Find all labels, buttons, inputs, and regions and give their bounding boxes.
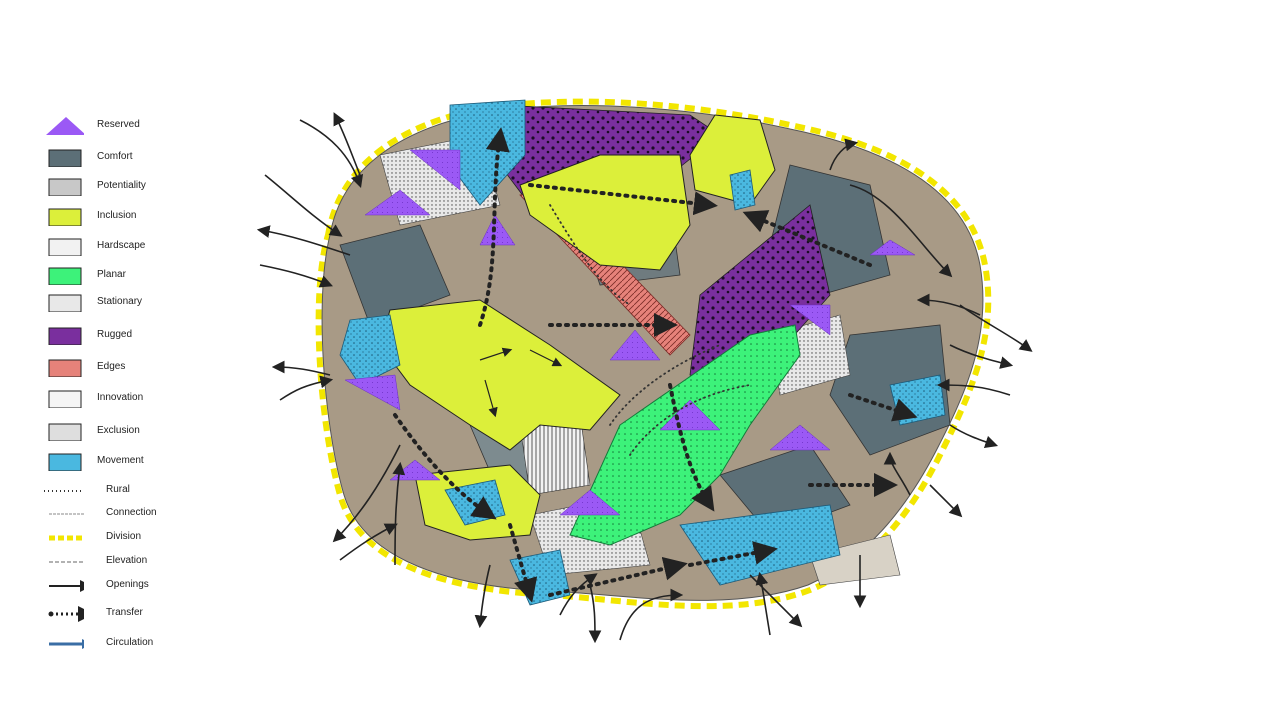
legend-swatch-edges (48, 359, 82, 377)
reserved-markers (344, 149, 916, 516)
legend-swatch-circulation (49, 639, 84, 649)
legend-label: Comfort (97, 151, 133, 162)
rural-lines (549, 204, 751, 456)
legend-swatch-elevation (49, 561, 84, 563)
legend-swatch-transfer (48, 606, 84, 622)
legend-swatch-innovation (48, 390, 82, 408)
legend-label: Openings (106, 579, 149, 590)
legend-label: Rural (106, 484, 130, 495)
transfer-paths (393, 127, 918, 603)
legend-swatch-rural (44, 490, 84, 492)
legend-label: Exclusion (97, 425, 140, 436)
legend-item-movement: Movement (40, 451, 210, 475)
legend-item-innovation: Innovation (40, 388, 210, 412)
legend-label: Movement (97, 455, 144, 466)
legend-swatch-reserved (46, 117, 84, 135)
legend-label: Edges (97, 361, 126, 372)
legend-label: Circulation (106, 637, 154, 648)
legend-swatch-movement (48, 453, 82, 471)
legend-label: Connection (106, 507, 157, 518)
legend-label: Stationary (97, 296, 143, 307)
legend-item-edges: Edges (40, 357, 210, 381)
legend-item-rural: Rural (40, 480, 210, 504)
openings-arrows (256, 112, 1033, 644)
planar-zone (569, 324, 801, 546)
legend-item-circulation: Circulation (40, 633, 210, 657)
division-boundary (315, 98, 992, 610)
legend-swatch-division (49, 535, 84, 541)
legend-label: Rugged (97, 329, 133, 340)
legend-label: Innovation (97, 392, 144, 403)
legend-swatch-hardscape (48, 238, 82, 256)
legend-label: Potentiality (97, 180, 146, 191)
legend-swatch-openings (49, 580, 84, 592)
map-canvas (256, 98, 1033, 644)
legend-label: Planar (97, 269, 126, 280)
legend-item-potentiality: Potentiality (40, 176, 210, 200)
legend-label: Elevation (106, 555, 148, 566)
legend-swatch-inclusion (48, 208, 82, 226)
legend-swatch-comfort (48, 149, 82, 167)
legend-item-stationary: Stationary (40, 292, 210, 316)
legend-item-reserved: Reserved (40, 115, 210, 139)
legend-item-openings: Openings (40, 575, 210, 599)
legend-swatch-rugged (48, 327, 82, 345)
legend-item-connection: Connection (40, 503, 210, 527)
site-analysis-map (250, 95, 1050, 655)
legend-swatch-planar (48, 267, 82, 285)
legend-swatch-connection (49, 513, 84, 515)
legend-item-rugged: Rugged (40, 325, 210, 349)
legend-label: Hardscape (97, 240, 146, 251)
legend-item-inclusion: Inclusion (40, 206, 210, 230)
legend-item-exclusion: Exclusion (40, 421, 210, 445)
legend-label: Reserved (97, 119, 140, 130)
legend-label: Transfer (106, 607, 143, 618)
legend-swatch-exclusion (48, 423, 82, 441)
map-legend: Reserved Comfort Potentiality Inclusion Hard… (40, 110, 200, 670)
legend-item-comfort: Comfort (40, 147, 210, 171)
legend-label: Inclusion (97, 210, 137, 221)
legend-item-division: Division (40, 527, 210, 551)
legend-item-transfer: Transfer (40, 603, 210, 627)
legend-item-planar: Planar (40, 265, 210, 289)
circulation-arrows (479, 347, 563, 418)
legend-item-elevation: Elevation (40, 551, 210, 575)
legend-swatch-stationary (48, 294, 82, 312)
legend-item-hardscape: Hardscape (40, 236, 210, 260)
legend-label: Division (106, 531, 142, 542)
legend-swatch-potentiality (48, 178, 82, 196)
